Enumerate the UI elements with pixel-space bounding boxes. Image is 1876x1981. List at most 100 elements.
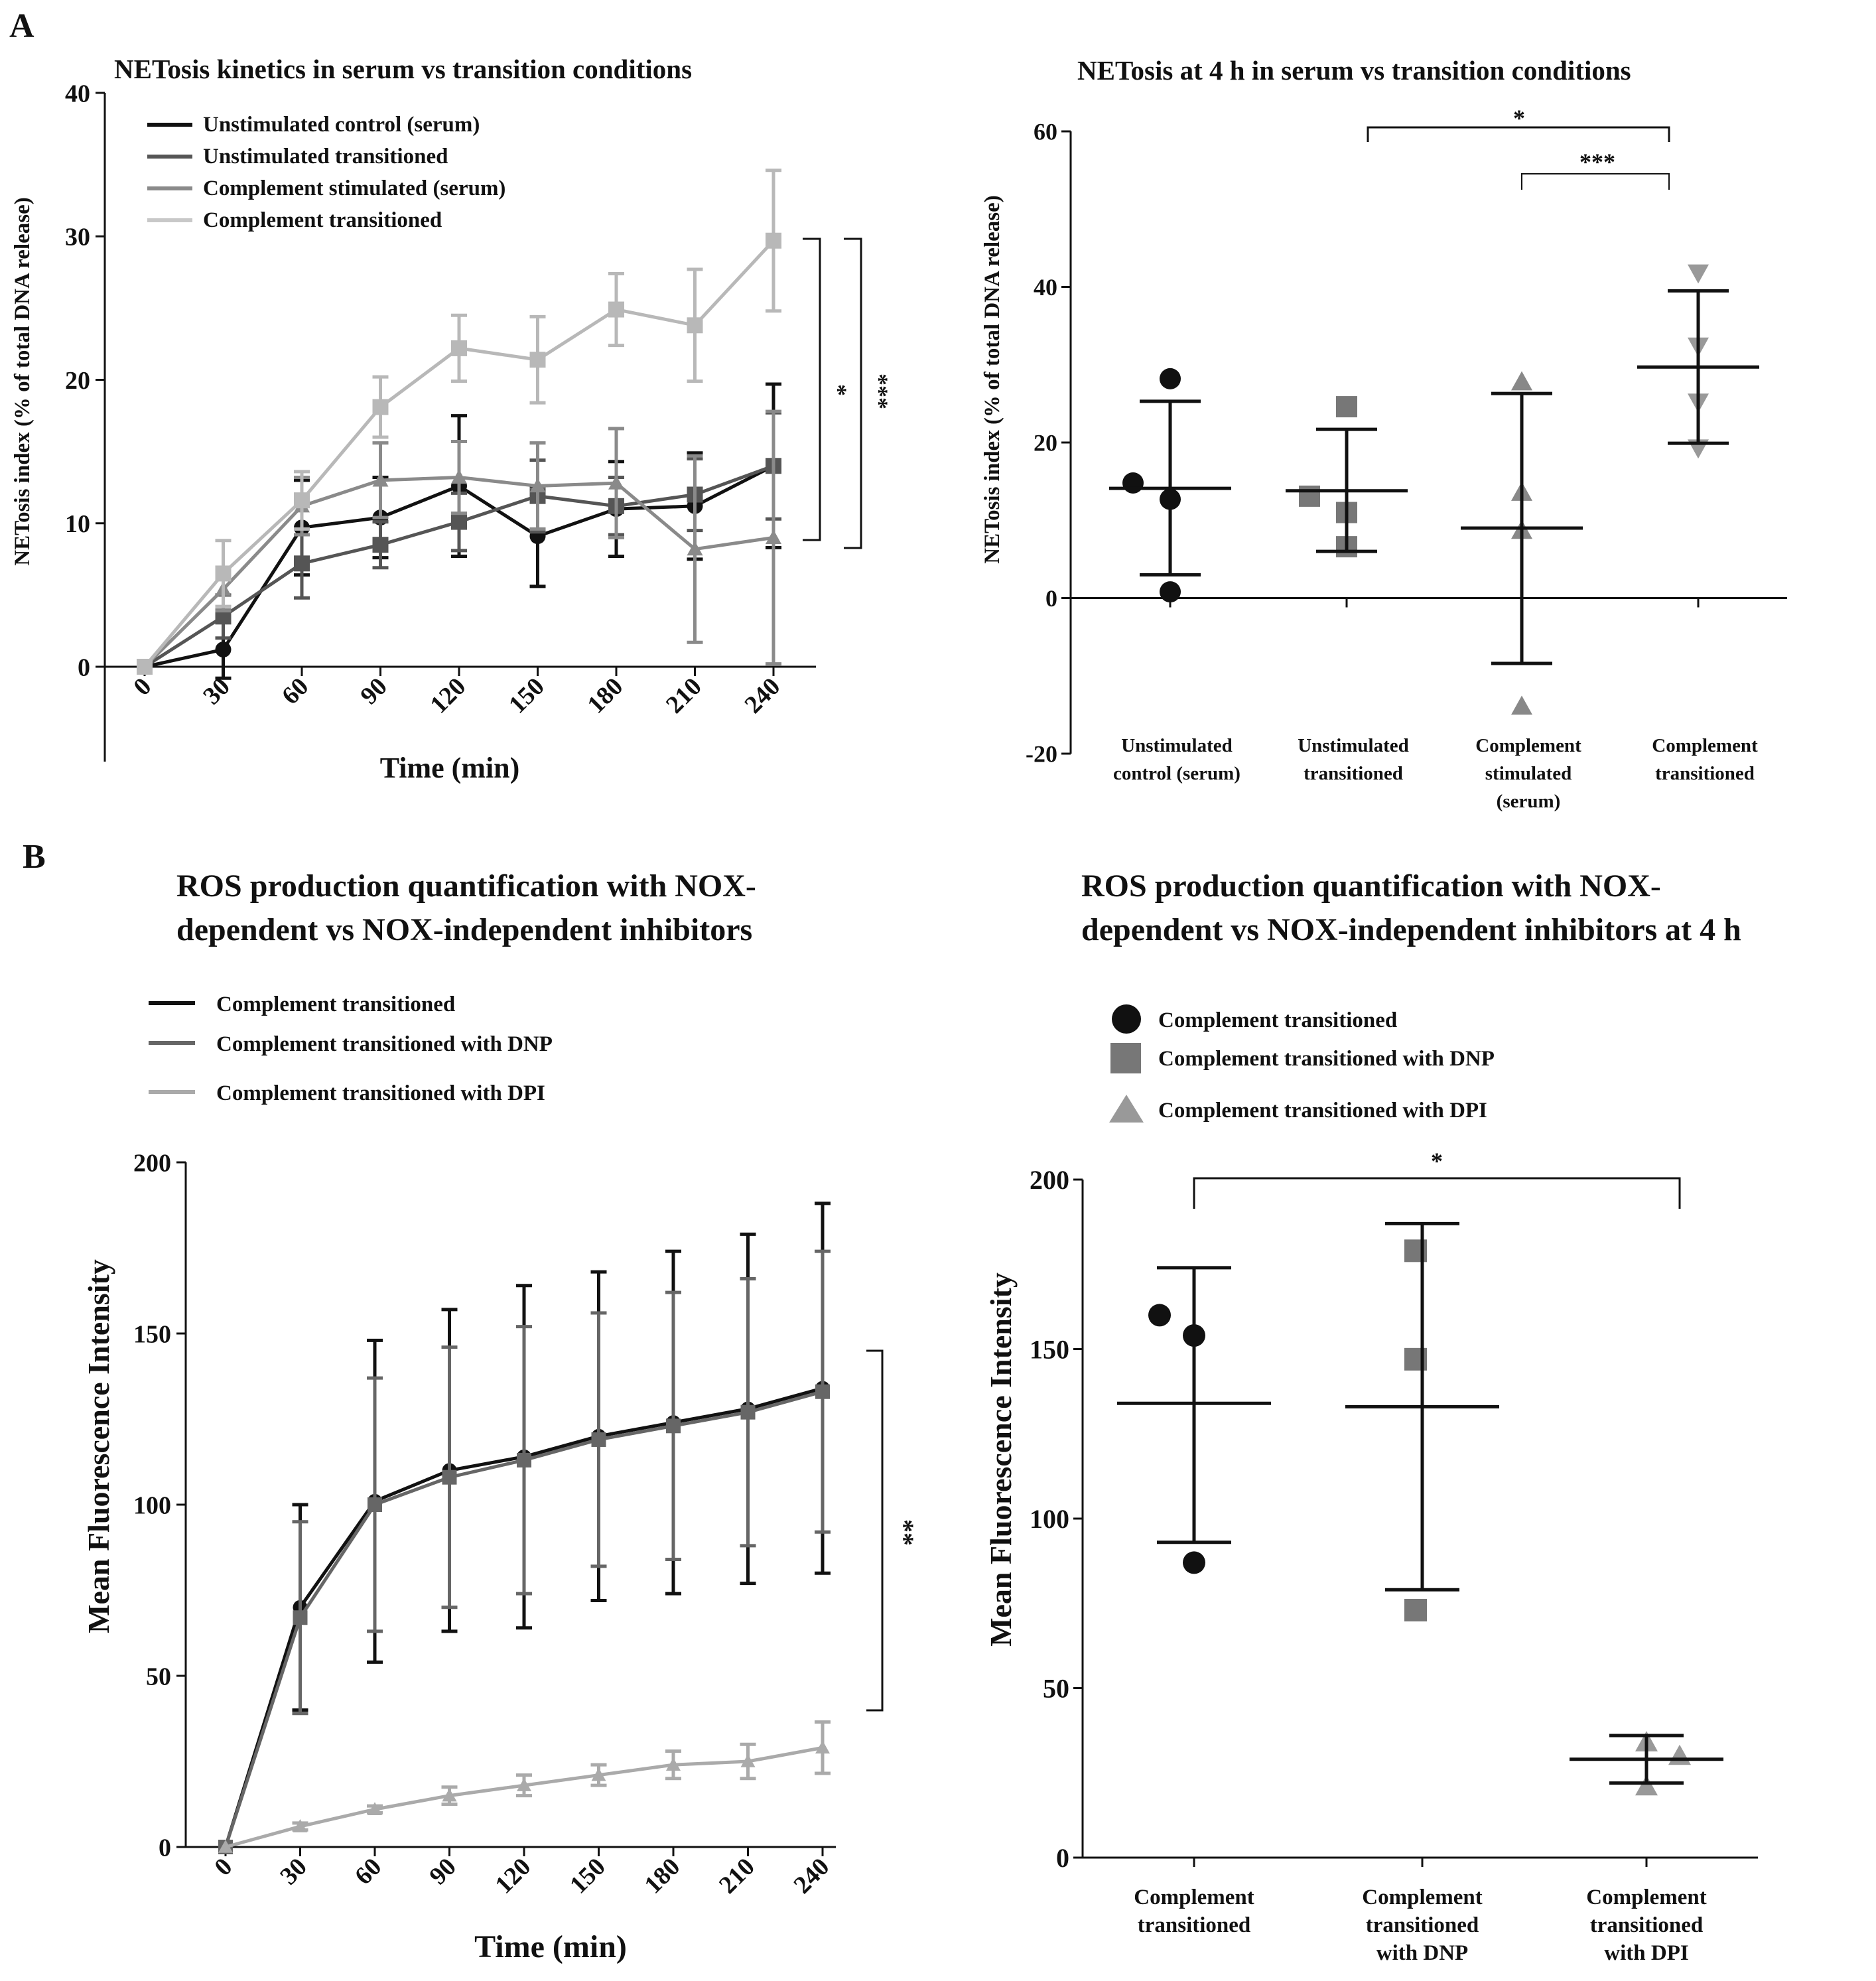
chart-b-right-ylabel: Mean Fluorescence Intensity	[984, 1272, 1018, 1647]
chart-b-right-ytick-label-4: 200	[1030, 1165, 1069, 1195]
chart-b-right-point	[1148, 1304, 1171, 1327]
chart-b-right-title-line2: dependent vs NOX-independent inhibitors …	[1081, 912, 1741, 947]
chart-a-left-ytick-label-4: 40	[65, 80, 90, 107]
chart-a-left-point	[766, 529, 781, 544]
chart-b-left-point	[442, 1469, 457, 1485]
chart-a-left-legend-1: Unstimulated control (serum)	[203, 113, 480, 137]
chart-b-right-title: ROS production quantification with NOX- …	[1081, 864, 1741, 952]
chart-a-left-xtick-label-2: 60	[277, 673, 314, 711]
chart-b-right-group-label-line: transitioned	[1138, 1913, 1251, 1937]
chart-b-left-point	[442, 1788, 457, 1802]
chart-b-right-legend-1: Complement transitioned	[1158, 1008, 1397, 1032]
chart-a-left-point	[137, 659, 153, 675]
chart-b-right-point	[1668, 1744, 1691, 1765]
chart-b-left-xtick-label-3: 90	[424, 1853, 462, 1891]
chart-a-left-point	[687, 317, 703, 334]
chart-a-left-xtick-label-7: 210	[661, 673, 707, 719]
chart-a-left-ytick-label-3: 30	[65, 224, 90, 251]
chart-a-left-point	[372, 399, 389, 415]
chart-a-right-ytick-label-3: 40	[1034, 274, 1057, 301]
chart-a-right-point	[1336, 396, 1357, 418]
chart-a-left-point	[451, 469, 467, 484]
chart-a-left-point	[451, 513, 467, 530]
chart-b-left-xtick-label-6: 180	[639, 1853, 685, 1899]
sig-a-right-1: *	[1513, 105, 1525, 131]
chart-a-right-group-label-line: transitioned	[1304, 763, 1403, 784]
chart-b-left-xtick-label-5: 150	[565, 1853, 611, 1899]
chart-a-right-group-label-line: transitioned	[1655, 763, 1755, 784]
chart-b-left-legend: Complement transitioned Complement trans…	[149, 992, 553, 1105]
chart-b-left-series-2	[218, 1249, 831, 1854]
chart-b-right-group-1: Complement transitioned	[1117, 1266, 1271, 1937]
chart-a-right-ytick-label-1: 0	[1045, 585, 1057, 612]
chart-a-right-point	[1511, 371, 1532, 391]
chart-a-right-group-label-line: (serum)	[1497, 791, 1561, 812]
chart-b-left-title-line2: dependent vs NOX-independent inhibitors	[176, 912, 753, 947]
chart-a-right-ytick-label-2: 20	[1034, 430, 1057, 456]
chart-b-left-xtick-label-4: 120	[490, 1853, 536, 1899]
chart-b-left-series-line	[225, 1745, 823, 1849]
chart-a-right-group-label-line: Unstimulated	[1121, 735, 1233, 756]
chart-a-left-series-4	[137, 169, 781, 675]
chart-a-right-point	[1511, 695, 1532, 715]
chart-b-left-title-line1: ROS production quantification with NOX-	[176, 868, 756, 904]
chart-b-left-point	[591, 1767, 606, 1781]
chart-b-right-ytick-label-3: 150	[1030, 1335, 1069, 1365]
chart-b-left-xtick-label-0: 0	[209, 1853, 237, 1881]
chart-b-left-xtick-label-2: 60	[350, 1853, 387, 1891]
chart-a-right-significance: * ***	[1367, 105, 1670, 190]
chart-a-left-point	[687, 541, 703, 556]
chart-b-right-point	[1404, 1598, 1427, 1621]
chart-a-right-point	[1160, 368, 1181, 389]
chart-a-left-xtick-label-5: 150	[503, 673, 550, 719]
panel-letter-b: B	[23, 838, 46, 876]
chart-b-left-point	[218, 1840, 233, 1853]
chart-a-left-xtick-label-4: 120	[425, 673, 471, 719]
chart-b-right-group-label-line: Complement	[1134, 1885, 1254, 1909]
chart-a-left-ytick-label-1: 10	[65, 510, 90, 538]
chart-a-left-point	[529, 352, 546, 368]
chart-b-right-group-label-line: transitioned	[1366, 1913, 1479, 1937]
chart-a-left-legend-3: Complement stimulated (serum)	[203, 176, 505, 200]
chart-b-left-series-3	[218, 1720, 831, 1853]
sig-a-right-2: ***	[1579, 149, 1615, 175]
chart-b-right-legend-2: Complement transitioned with DNP	[1158, 1047, 1495, 1071]
chart-a-left-significance: * ***	[803, 238, 893, 549]
chart-a-right-title: NETosis at 4 h in serum vs transition co…	[1077, 55, 1631, 86]
chart-b-right-group-label-line: with DPI	[1604, 1941, 1688, 1965]
chart-a-right-point	[1160, 581, 1181, 603]
chart-b-right-group-label-line: Complement	[1362, 1885, 1482, 1909]
sig-a-left-2: ***	[866, 374, 893, 409]
chart-b-right-group-label-line: transitioned	[1590, 1913, 1704, 1937]
chart-a-right-point	[1122, 472, 1144, 494]
chart-a-left-point	[215, 642, 232, 658]
chart-b-right-group-label-line: Complement	[1586, 1885, 1706, 1909]
chart-a-right-point	[1299, 485, 1320, 507]
sig-b-right-1: *	[1431, 1148, 1443, 1174]
chart-a-right-group-label-line: stimulated	[1485, 763, 1572, 784]
chart-a-left-xlabel: Time (min)	[380, 752, 520, 784]
chart-a-left-xtick-label-6: 180	[582, 673, 628, 719]
chart-a-right-group-4: Complement transitioned	[1637, 264, 1759, 784]
chart-b-left-point	[293, 1610, 308, 1625]
chart-b-right-plot: 050100150200ComplementtransitionedComple…	[1030, 1165, 1758, 1965]
chart-b-left-title: ROS production quantification with NOX- …	[176, 864, 756, 952]
chart-b-left-ylabel: Mean Fluorescence Intensity	[82, 1259, 115, 1633]
chart-a-left-title: NETosis kinetics in serum vs transition …	[114, 54, 693, 84]
chart-a-left-xtick-label-0: 0	[128, 673, 157, 701]
chart-a-left-point	[608, 301, 624, 318]
chart-b-left-xtick-label-7: 210	[714, 1853, 760, 1899]
chart-a-right-point	[1688, 264, 1709, 284]
chart-a-right-ytick-label-4: 60	[1034, 119, 1057, 145]
chart-b-left-point	[740, 1754, 756, 1767]
chart-b-left-point	[517, 1778, 531, 1791]
chart-b-left-plot: 0 50 100 150 200 0 30 60 90 120 150 180 210 240	[133, 1149, 836, 1899]
chart-b-left-significance: **	[866, 1349, 919, 1712]
chart-a-left-point	[372, 472, 389, 487]
sig-a-left-1: *	[825, 384, 852, 396]
chart-b-left-ytick-label-4: 200	[133, 1149, 171, 1177]
chart-b-right-ytick-label-1: 50	[1043, 1674, 1069, 1704]
chart-b-left-point	[815, 1740, 830, 1754]
sig-b-left-1: **	[890, 1519, 919, 1546]
chart-b-left-point	[666, 1757, 681, 1771]
